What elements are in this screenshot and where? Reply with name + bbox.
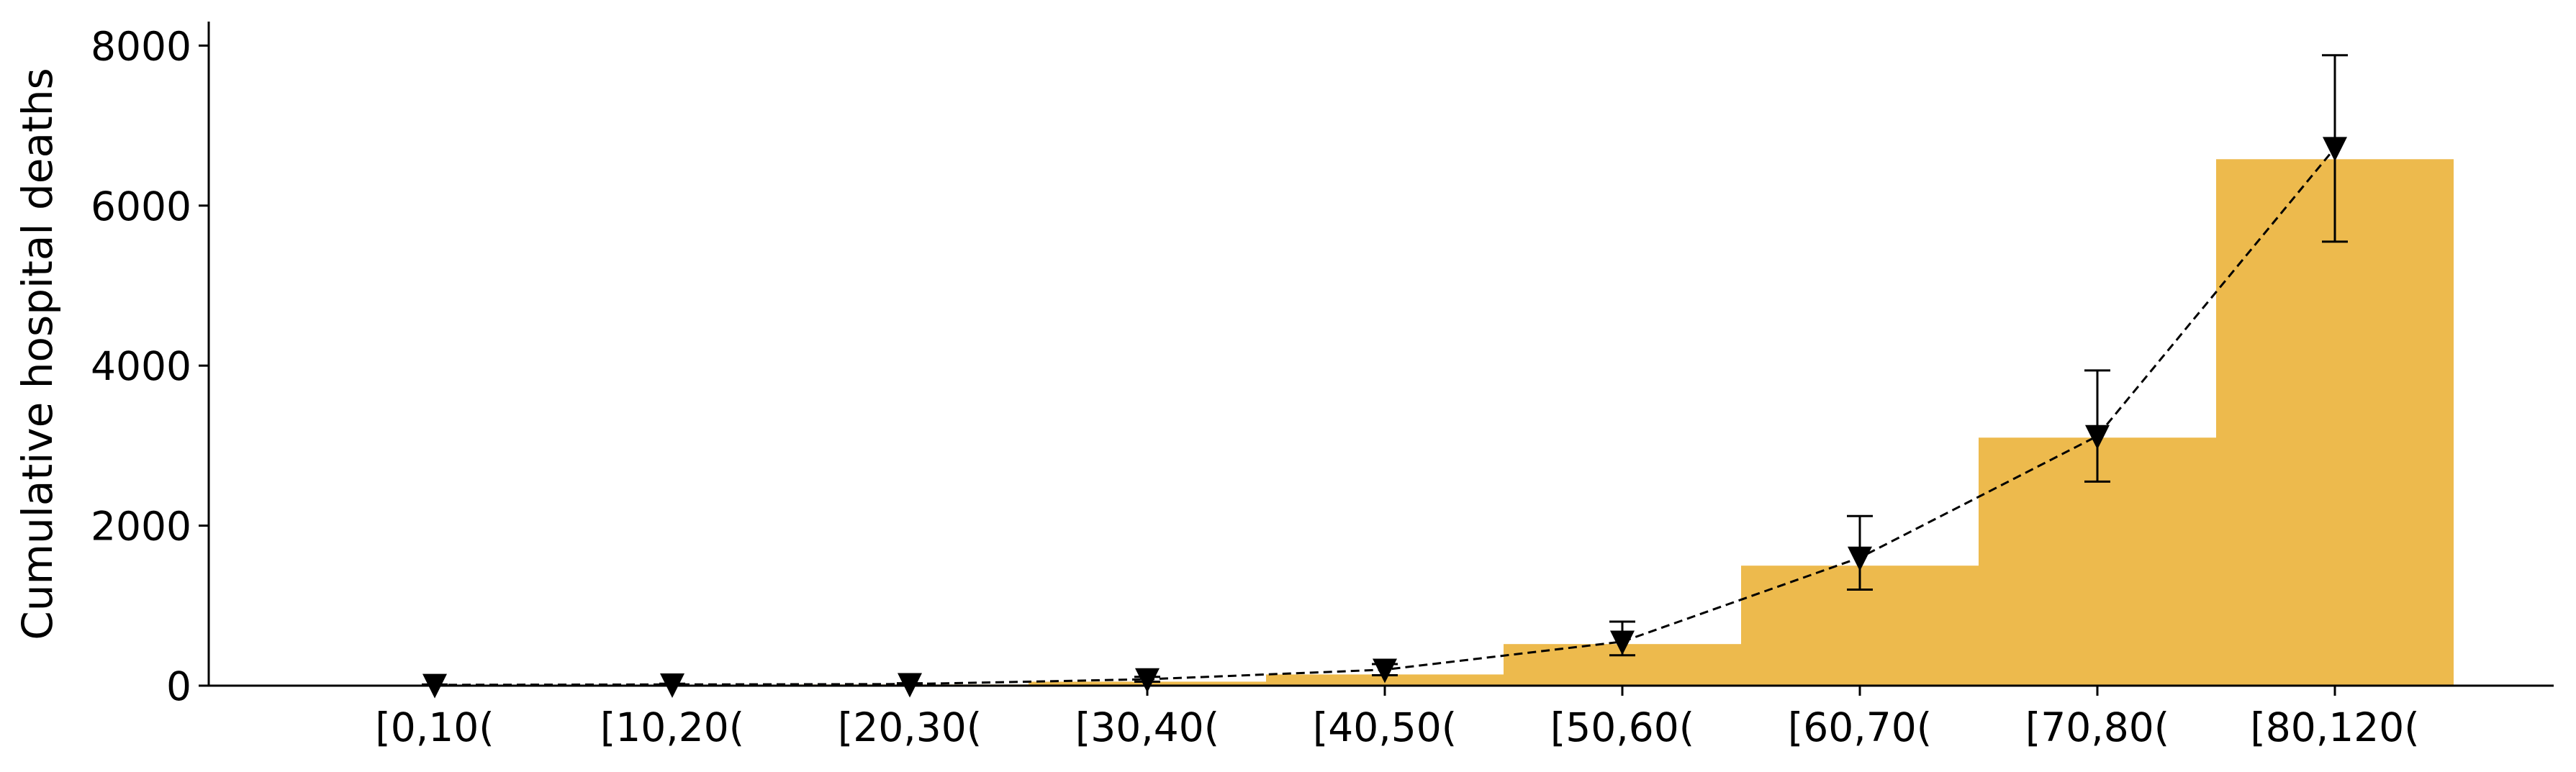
y-tick-label-2: 4000	[91, 343, 191, 389]
y-ticks: 0 2000 4000 6000 8000	[91, 23, 209, 709]
y-tick-label-1: 2000	[91, 504, 191, 550]
x-tick-label-4: [40,50(	[1313, 704, 1457, 750]
x-tick-label-6: [60,70(	[1788, 704, 1932, 750]
axes	[207, 22, 2554, 687]
x-tick-label-2: [20,30(	[838, 704, 982, 750]
x-ticks: [0,10( [10,20( [20,30( [30,40( [40,50( [50,60…	[375, 686, 2420, 750]
x-tick-label-0: [0,10(	[375, 704, 494, 750]
x-tick-label-5: [50,60(	[1550, 704, 1694, 750]
y-tick-label-4: 8000	[91, 23, 191, 69]
bar-8	[2216, 159, 2454, 686]
y-tick-label-3: 6000	[91, 183, 191, 230]
point-marker-8	[2323, 137, 2347, 162]
point-marker-5	[1610, 630, 1635, 655]
bar-series	[316, 159, 2454, 686]
x-tick-label-3: [30,40(	[1075, 704, 1219, 750]
point-marker-7	[2085, 424, 2110, 450]
x-tick-label-8: [80,120(	[2250, 704, 2419, 750]
y-tick-label-0: 0	[166, 663, 191, 709]
y-axis-title: Cumulative hospital deaths	[13, 68, 62, 640]
point-marker-4	[1373, 658, 1397, 684]
point-marker-3	[1135, 668, 1160, 693]
x-tick-label-7: [70,80(	[2025, 704, 2169, 750]
point-marker-6	[1848, 546, 1872, 571]
x-tick-label-1: [10,20(	[600, 704, 744, 750]
